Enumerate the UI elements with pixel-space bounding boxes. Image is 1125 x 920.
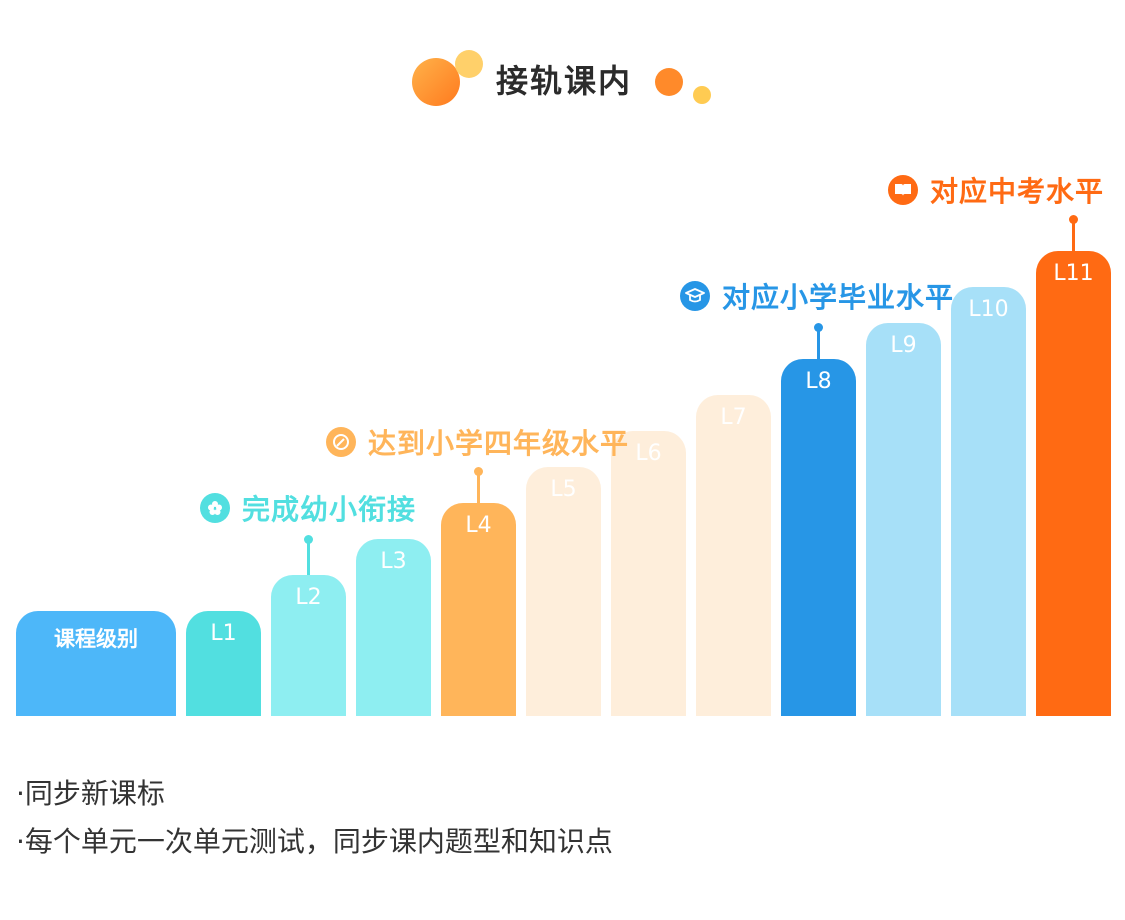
- note-line-2: ·每个单元一次单元测试，同步课内题型和知识点: [16, 825, 613, 858]
- bar-L6: [611, 431, 686, 716]
- milestone-dot-L2: [304, 535, 313, 544]
- bar-L3: [356, 539, 431, 716]
- bar-L4: [441, 503, 516, 716]
- decorative-ball-tiny: [693, 86, 711, 104]
- bar-L2: [271, 575, 346, 716]
- decorative-ball-right: [655, 68, 683, 96]
- bar-label-L1: L1: [210, 621, 237, 646]
- flower-icon: [200, 493, 230, 523]
- milestone-L4: 达到小学四年级水平: [326, 422, 629, 462]
- bar-L1: [186, 611, 261, 716]
- milestone-dot-L8: [814, 323, 823, 332]
- milestone-dot-L11: [1069, 215, 1078, 224]
- bar-label-L3: L3: [380, 549, 407, 574]
- bar-label-L10: L10: [968, 297, 1009, 322]
- bar-L10: [951, 287, 1026, 716]
- milestone-connector-L8: [817, 327, 820, 359]
- bar-L8: [781, 359, 856, 716]
- milestone-label-L4: 达到小学四年级水平: [368, 427, 630, 460]
- decorative-ball-small: [455, 50, 483, 78]
- bar-label-L4: L4: [465, 513, 492, 538]
- milestone-label-L2: 完成幼小衔接: [242, 493, 417, 526]
- milestone-connector-L4: [477, 471, 480, 503]
- notes: ·同步新课标 ·每个单元一次单元测试，同步课内题型和知识点: [16, 770, 613, 866]
- bar-label-课程级别: 课程级别: [54, 627, 138, 651]
- bar-label-L11: L11: [1053, 261, 1094, 286]
- bar-L7: [696, 395, 771, 716]
- decorative-ball-large: [412, 58, 460, 106]
- milestone-L8: 对应小学毕业水平: [680, 276, 954, 316]
- header: 接轨课内: [0, 0, 1125, 120]
- bar-label-L2: L2: [295, 585, 322, 610]
- page-title: 接轨课内: [496, 62, 633, 100]
- compass-icon: [326, 427, 356, 457]
- bar-L5: [526, 467, 601, 716]
- bar-label-L8: L8: [805, 369, 832, 394]
- bar-label-L7: L7: [720, 405, 747, 430]
- milestone-dot-L4: [474, 467, 483, 476]
- milestone-label-L11: 对应中考水平: [930, 175, 1105, 208]
- bar-L11: [1036, 251, 1111, 716]
- milestone-L2: 完成幼小衔接: [200, 488, 416, 528]
- book-icon: [888, 175, 918, 205]
- bar-label-L5: L5: [550, 477, 577, 502]
- bar-label-L6: L6: [635, 441, 662, 466]
- bar-L9: [866, 323, 941, 716]
- note-line-1: ·同步新课标: [16, 777, 165, 810]
- milestone-label-L8: 对应小学毕业水平: [722, 281, 955, 314]
- milestone-L11: 对应中考水平: [888, 170, 1104, 210]
- milestone-connector-L11: [1072, 219, 1075, 251]
- graduation-cap-icon: [680, 281, 710, 311]
- bar-课程级别: [16, 611, 176, 716]
- bar-label-L9: L9: [890, 333, 917, 358]
- milestone-connector-L2: [307, 539, 310, 575]
